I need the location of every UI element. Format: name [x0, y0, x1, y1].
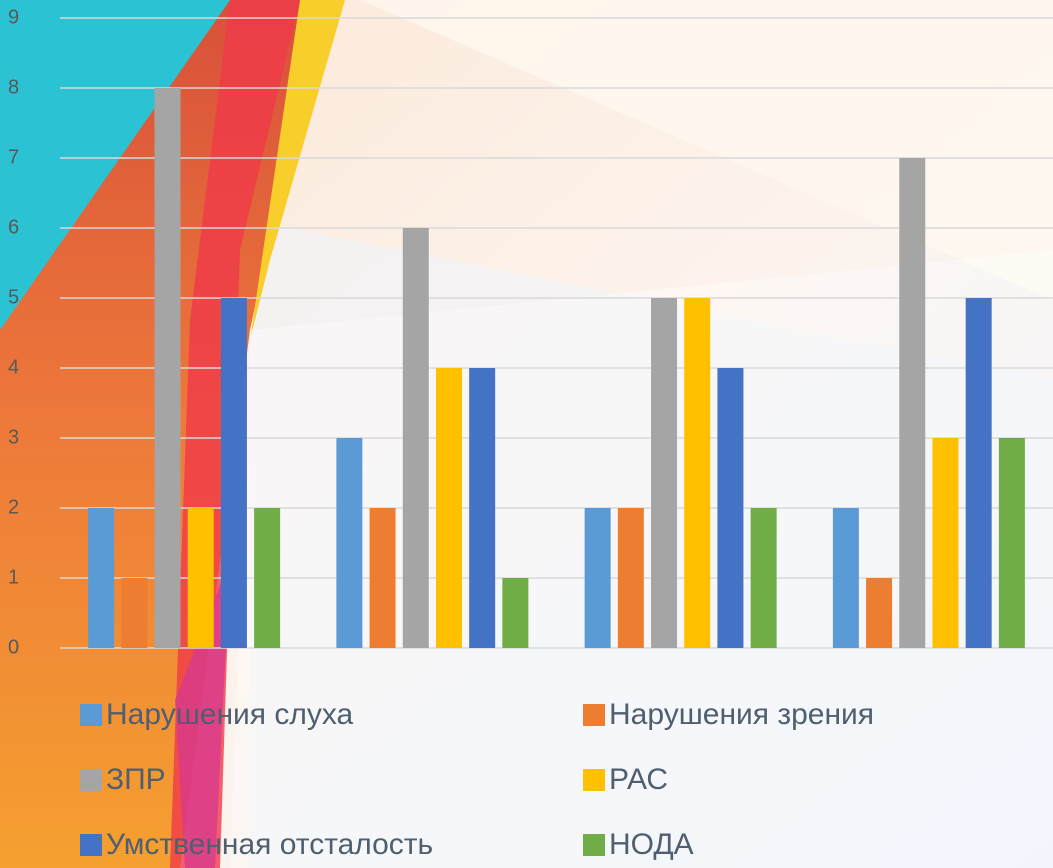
bar — [502, 578, 528, 648]
y-tick-label: 4 — [8, 356, 19, 378]
legend-label: ЗПР — [106, 763, 166, 796]
bar — [221, 298, 247, 648]
y-tick-label: 3 — [8, 426, 19, 448]
bar — [684, 298, 710, 648]
y-tick-label: 7 — [8, 146, 19, 168]
bar — [932, 438, 958, 648]
bar — [751, 508, 777, 648]
bar — [436, 368, 462, 648]
y-tick-label: 6 — [8, 216, 19, 238]
bar — [403, 228, 429, 648]
legend-swatch — [80, 834, 102, 856]
legend-swatch — [583, 769, 605, 791]
legend-swatch — [80, 769, 102, 791]
legend-swatch — [80, 704, 102, 726]
y-tick-label: 1 — [8, 566, 19, 588]
bar — [370, 508, 396, 648]
legend-label: НОДА — [609, 828, 694, 861]
legend-label: Нарушения слуха — [106, 698, 354, 731]
bar — [618, 508, 644, 648]
bar — [121, 578, 147, 648]
bar — [866, 578, 892, 648]
y-tick-label: 5 — [8, 286, 19, 308]
legend-label: Умственная отсталость — [106, 828, 433, 861]
bar — [88, 508, 114, 648]
bar — [254, 508, 280, 648]
bar — [833, 508, 859, 648]
bar — [899, 158, 925, 648]
bar — [966, 298, 992, 648]
bar — [155, 88, 181, 648]
y-tick-label: 2 — [8, 496, 19, 518]
legend-swatch — [583, 834, 605, 856]
legend-label: Нарушения зрения — [609, 698, 874, 731]
legend-swatch — [583, 704, 605, 726]
bar — [999, 438, 1025, 648]
bar — [585, 508, 611, 648]
legend-label: РАС — [609, 763, 668, 796]
bar — [469, 368, 495, 648]
bar — [651, 298, 677, 648]
bar — [336, 438, 362, 648]
y-tick-label: 9 — [8, 6, 19, 28]
y-tick-label: 8 — [8, 76, 19, 98]
page: 0 1 2 3 4 5 6 7 8 9 Нарушения слуха Нарушения зрени… — [0, 0, 1053, 868]
bar — [188, 508, 214, 648]
chart: 0 1 2 3 4 5 6 7 8 9 Нарушения слуха Нарушения зрени… — [0, 0, 1053, 868]
y-tick-label: 0 — [8, 636, 19, 658]
bar — [717, 368, 743, 648]
